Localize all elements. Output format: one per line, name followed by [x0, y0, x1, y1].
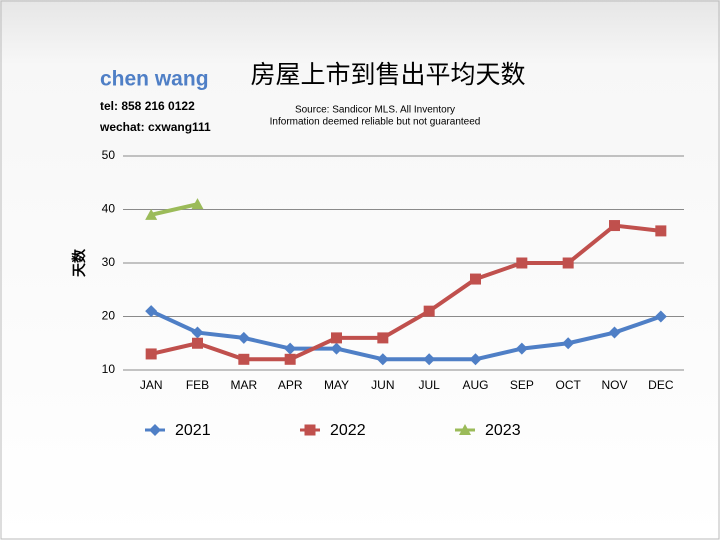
legend-label: 2022 — [330, 422, 366, 439]
y-tick-label: 20 — [102, 309, 116, 323]
point — [145, 208, 158, 220]
x-tick-label: FEB — [186, 378, 209, 392]
series-line — [150, 309, 662, 362]
y-tick-label: 10 — [102, 362, 116, 376]
point — [562, 337, 575, 350]
point — [284, 353, 296, 365]
point — [238, 353, 250, 365]
author: chen wang — [100, 68, 209, 91]
x-tick-label: AUG — [462, 378, 488, 392]
x-tick-label: APR — [278, 378, 303, 392]
phone: tel: 858 216 0122 — [100, 99, 195, 113]
point — [376, 353, 389, 366]
point — [377, 332, 389, 344]
point — [654, 310, 667, 323]
point — [516, 257, 528, 269]
wechat: wechat: cxwang111 — [99, 120, 211, 134]
chart-title: 房屋上市到售出平均天数 — [250, 60, 525, 89]
point — [562, 257, 574, 269]
disclaimer: Information deemed reliable but not guar… — [270, 117, 481, 128]
y-tick-label: 50 — [102, 148, 116, 162]
legend-marker — [304, 424, 316, 436]
y-axis-label: 天数 — [71, 248, 88, 277]
legend-label: 2021 — [175, 422, 211, 439]
x-tick-label: DEC — [648, 378, 674, 392]
point — [469, 353, 482, 366]
point — [191, 198, 204, 210]
point — [145, 348, 157, 360]
point — [655, 225, 667, 237]
point — [192, 337, 203, 349]
point — [191, 326, 204, 339]
point — [470, 273, 481, 285]
point — [331, 332, 342, 344]
x-tick-label: OCT — [555, 378, 581, 392]
source: Source: Sandicor MLS. All Inventory — [295, 105, 455, 116]
point — [330, 342, 343, 355]
y-tick-label: 40 — [102, 202, 116, 216]
point — [608, 326, 621, 339]
x-tick-label: SEP — [510, 378, 534, 392]
point — [423, 353, 436, 366]
y-tick-label: 30 — [102, 255, 116, 269]
x-tick-label: JUL — [418, 378, 440, 392]
x-tick-label: MAY — [324, 378, 349, 392]
x-tick-label: JAN — [140, 378, 163, 392]
series-line — [150, 223, 662, 362]
point — [515, 342, 528, 355]
series-line — [150, 202, 198, 217]
point — [609, 220, 620, 232]
x-tick-label: NOV — [601, 378, 627, 392]
point — [237, 331, 250, 344]
point — [284, 342, 297, 355]
legend-label: 2023 — [485, 422, 521, 439]
point — [423, 305, 435, 317]
x-tick-label: MAR — [230, 378, 257, 392]
x-tick-label: JUN — [371, 378, 394, 392]
legend-marker — [459, 424, 471, 435]
point — [145, 305, 158, 318]
legend-marker — [149, 424, 161, 436]
